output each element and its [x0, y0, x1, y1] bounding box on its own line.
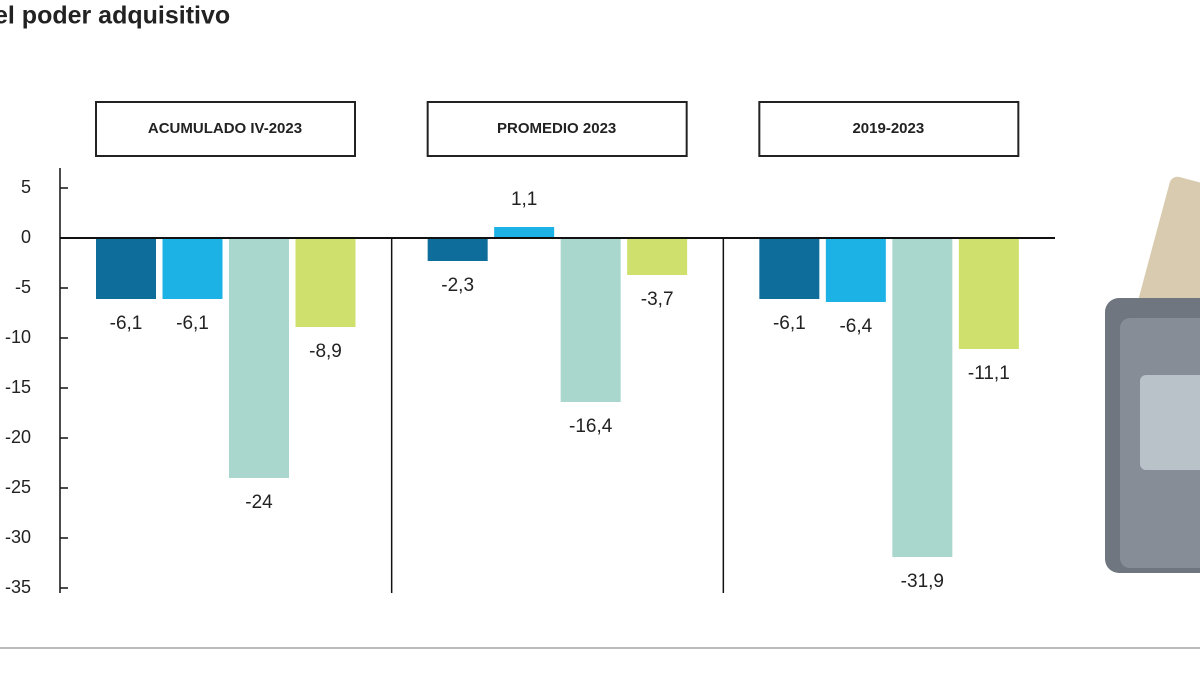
- bar: [825, 238, 886, 302]
- value-label: -2,3: [441, 275, 474, 296]
- bar: [229, 238, 289, 478]
- panel-header-box: [758, 101, 1020, 157]
- panel-header: PROMEDIO 2023: [497, 120, 616, 137]
- panel-header: 2019-2023: [852, 120, 924, 137]
- y-tick-label: -20: [5, 427, 31, 447]
- bar: [892, 238, 953, 557]
- value-label: -11,1: [968, 363, 1010, 384]
- value-label: -31,9: [901, 571, 944, 592]
- value-label: -6,1: [773, 313, 806, 334]
- value-label: -16,4: [569, 416, 613, 437]
- panel-header-box: [95, 101, 356, 157]
- y-tick-label: -25: [5, 477, 31, 497]
- value-label: -24: [245, 492, 273, 513]
- value-label: -6,4: [839, 316, 872, 337]
- y-tick-label: 5: [21, 177, 31, 197]
- value-label: 1,1: [511, 189, 537, 210]
- value-label: -6,1: [110, 313, 143, 334]
- y-tick-label: -10: [5, 327, 31, 347]
- bar: [759, 238, 820, 299]
- value-label: -6,1: [176, 313, 209, 334]
- value-label: -8,9: [309, 341, 342, 362]
- bar: [627, 238, 688, 275]
- bar: [427, 238, 488, 261]
- bar: [295, 238, 356, 327]
- bar: [958, 238, 1019, 349]
- bar: [96, 238, 156, 299]
- bar: [560, 238, 621, 402]
- panel-header: ACUMULADO IV-2023: [148, 120, 302, 137]
- y-tick-label: -35: [5, 577, 31, 597]
- y-tick-label: -30: [5, 527, 31, 547]
- y-tick-label: -5: [15, 277, 31, 297]
- value-label: -3,7: [641, 289, 674, 310]
- y-tick-label: -15: [5, 377, 31, 397]
- wallet-illustration: [1105, 176, 1200, 573]
- chart-title: el poder adquisitivo: [0, 2, 230, 30]
- y-tick-label: 0: [21, 227, 31, 247]
- bar: [494, 227, 555, 238]
- bar: [162, 238, 223, 299]
- panel-header-box: [426, 101, 688, 157]
